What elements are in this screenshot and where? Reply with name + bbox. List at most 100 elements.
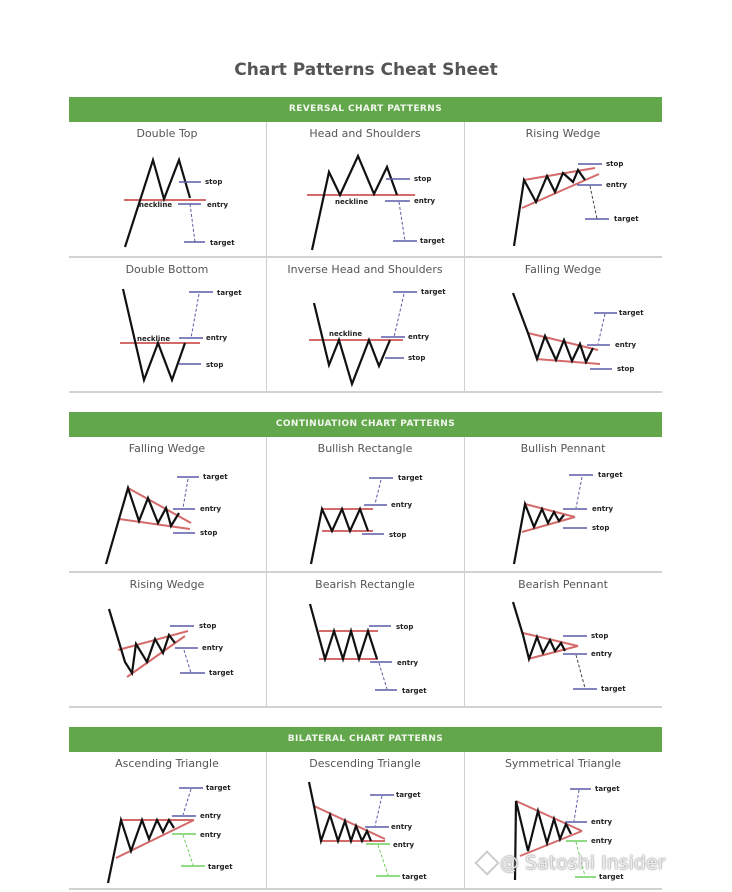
projection-line [182, 788, 192, 816]
pattern-rising-wedge-continuation: Rising Wedge stop entry target [69, 573, 265, 706]
entry-label-bearish: entry [393, 841, 415, 849]
price-line [310, 153, 399, 251]
entry-label: entry [202, 644, 224, 652]
stop-label: stop [592, 524, 609, 532]
bullish-pennant-diagram: target entry stop [512, 471, 623, 565]
stop-label: stop [606, 160, 623, 168]
grid-divider [69, 706, 662, 708]
upper-trendline [515, 800, 583, 832]
stop-label: stop [200, 529, 217, 537]
price-line [511, 292, 594, 365]
lower-trendline [521, 173, 600, 209]
inverse-head-and-shoulders-diagram: target neckline entry stop [309, 288, 446, 388]
stop-label: stop [396, 623, 413, 631]
grid-divider [69, 571, 662, 573]
pattern-bullish-rectangle: Bullish Rectangle target entry stop [267, 437, 463, 571]
page-title: Chart Patterns Cheat Sheet [234, 60, 498, 80]
pattern-falling-wedge-reversal: Falling Wedge target entry stop [465, 258, 661, 391]
upper-trendline [117, 630, 189, 651]
projection-line [398, 201, 406, 242]
target-label: target [209, 669, 234, 677]
entry-label: entry [606, 181, 628, 189]
target-label: target [421, 288, 446, 296]
projection-line-bearish [575, 841, 586, 877]
pattern-descending-triangle: Descending Triangle target entry entry t… [267, 752, 463, 888]
double-bottom-diagram: target neckline entry stop [120, 288, 242, 384]
pattern-title: Descending Triangle [309, 757, 421, 770]
pattern-title: Falling Wedge [128, 442, 206, 455]
stop-label: stop [206, 361, 223, 369]
target-label: target [210, 239, 235, 247]
lower-trendline [519, 830, 583, 857]
pattern-double-top: Double Top stop neckline entry target [69, 122, 265, 256]
lower-trendline [126, 635, 186, 678]
projection-line [374, 795, 383, 827]
descending-triangle-diagram: target entry entry target [307, 781, 427, 881]
neckline-label: neckline [137, 335, 170, 343]
target-label: target [206, 784, 231, 792]
target-label: target [398, 474, 423, 482]
projection-line-bearish [377, 844, 389, 876]
pattern-title: Bearish Pennant [518, 578, 608, 591]
price-line [512, 167, 586, 247]
stop-label: stop [408, 354, 425, 362]
stop-label: stop [199, 622, 216, 630]
projection-line [378, 662, 388, 690]
pattern-title: Ascending Triangle [115, 757, 219, 770]
price-line [307, 781, 373, 846]
target-label-bearish: target [599, 873, 624, 881]
pattern-title: Double Top [136, 127, 198, 140]
target-label: target [396, 791, 421, 799]
bullish-rectangle-diagram: target entry stop [309, 474, 423, 565]
entry-label: entry [591, 818, 613, 826]
projection-line [393, 293, 405, 338]
entry-label-bearish: entry [591, 837, 613, 845]
lower-trendline [118, 518, 191, 530]
price-line [512, 499, 565, 565]
watermark-text: @ Satoshi Insider [500, 852, 666, 874]
pattern-title: Head and Shoulders [309, 127, 421, 140]
target-label: target [614, 215, 639, 223]
support-line [115, 819, 195, 859]
pattern-title: Double Bottom [125, 263, 209, 276]
pattern-title: Symmetrical Triangle [504, 757, 622, 770]
pattern-head-and-shoulders: Head and Shoulders stop neckline entry t… [267, 122, 463, 256]
target-label-bearish: target [402, 873, 427, 881]
entry-label: entry [391, 501, 413, 509]
price-line [513, 800, 572, 881]
pattern-title: Rising Wedge [129, 578, 205, 591]
price-line [309, 505, 370, 565]
entry-label: entry [391, 823, 413, 831]
projection-line [189, 203, 196, 243]
pattern-rising-wedge: Rising Wedge stop entry target [465, 122, 661, 256]
neckline-label: neckline [139, 201, 172, 209]
bearish-rectangle-diagram: stop entry target [308, 603, 427, 695]
pattern-title: Bullish Rectangle [317, 442, 413, 455]
section-header-bilateral: BILATERAL CHART PATTERNS [69, 727, 662, 752]
pattern-title: Inverse Head and Shoulders [287, 263, 443, 276]
rising-wedge-diagram: stop entry target [512, 160, 639, 247]
pattern-inverse-head-and-shoulders: Inverse Head and Shoulders target neckli… [267, 258, 463, 391]
projection-line-bearish [182, 834, 194, 866]
projection-line [374, 479, 382, 505]
target-label: target [595, 785, 620, 793]
entry-label-bearish: entry [200, 831, 222, 839]
target-label: target [420, 237, 445, 245]
entry-label: entry [206, 334, 228, 342]
price-line [121, 288, 187, 384]
section-header-continuation: CONTINUATION CHART PATTERNS [69, 412, 662, 437]
entry-label: entry [591, 650, 613, 658]
target-label: target [203, 473, 228, 481]
price-line [511, 601, 566, 663]
projection-line [589, 185, 598, 220]
entry-label: entry [414, 197, 436, 205]
neckline-label: neckline [335, 198, 368, 206]
projection-line [190, 293, 200, 339]
projection-line [182, 478, 189, 509]
neckline-label: neckline [329, 330, 362, 338]
grid-divider [69, 391, 662, 393]
projection-line [573, 789, 580, 822]
projection-line [575, 654, 586, 689]
double-top-diagram: stop neckline entry target [123, 156, 235, 248]
stop-label: stop [414, 175, 431, 183]
